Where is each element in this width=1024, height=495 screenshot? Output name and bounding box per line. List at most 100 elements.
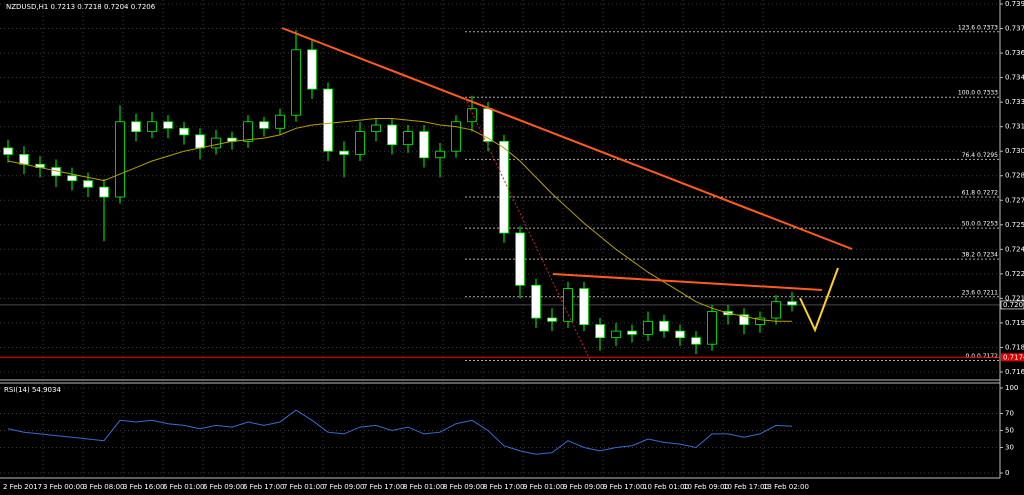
- candle-body: [339, 150, 349, 155]
- candle-body: [3, 147, 13, 155]
- candle-body: [307, 49, 317, 90]
- candle-body: [579, 288, 589, 325]
- support-marker: [1001, 353, 1024, 362]
- candle-body: [771, 301, 781, 319]
- candle-body: [467, 108, 477, 123]
- chart-title: NZDUSD,H1 0.7213 0.7218 0.7204 0.7206: [6, 3, 156, 11]
- candle-body: [67, 175, 77, 182]
- candle-body: [611, 330, 621, 339]
- y-tick-label: 0.7165: [1005, 368, 1024, 376]
- x-tick-label: 6 Feb 09:00: [203, 483, 244, 491]
- trendline: [281, 27, 853, 250]
- x-tick-label: 10 Feb 01:00: [643, 483, 689, 491]
- candle-body: [707, 311, 717, 345]
- x-tick-label: 6 Feb 17:00: [243, 483, 284, 491]
- fibonacci: 123.6 0.7373 100.0 0.7333 76.4 0.7295 61.8 …: [0, 24, 1000, 362]
- candle-body: [627, 330, 637, 335]
- candle-body: [403, 131, 413, 146]
- fib-label: 61.8 0.7272: [962, 189, 998, 196]
- y-tick-label: 0.7285: [1005, 172, 1024, 180]
- candle-body: [179, 127, 189, 136]
- candle-body: [499, 140, 509, 234]
- axes: [0, 0, 1001, 479]
- bid-label: 0.7206: [1003, 301, 1024, 309]
- trendline: [552, 273, 823, 291]
- candle-body: [595, 324, 605, 339]
- support-label: 0.7174: [1003, 353, 1024, 361]
- fib-label: 23.6 0.7211: [962, 289, 998, 296]
- candle-body: [163, 121, 173, 129]
- candle-body: [515, 232, 525, 286]
- x-tick-label: 8 Feb 09:00: [443, 483, 484, 491]
- candle-body: [115, 121, 125, 198]
- x-tick-label: 7 Feb 09:00: [323, 483, 364, 491]
- fib-label: 38.2 0.7234: [962, 252, 998, 259]
- rsi-line: [7, 409, 793, 455]
- candle-body: [451, 121, 461, 152]
- x-tick-label: 3 Feb 00:00: [43, 483, 84, 491]
- candle-body: [211, 137, 221, 149]
- fib-label: 0.0 0.7172: [966, 353, 999, 360]
- candle-body: [419, 131, 429, 159]
- candle-body: [531, 284, 541, 319]
- candle-body: [739, 314, 749, 325]
- projection: [799, 267, 839, 333]
- rsi-tick-label: 100: [1005, 384, 1018, 392]
- x-tick-label: 7 Feb 01:00: [283, 483, 324, 491]
- candle-body: [275, 114, 285, 129]
- candle-body: [371, 124, 381, 132]
- rsi-title: RSI(14) 54.9034: [4, 386, 61, 394]
- candle-body: [691, 337, 701, 345]
- fib-baseline: [464, 97, 591, 361]
- y-tick-label: 0.7345: [1005, 74, 1024, 82]
- candle-body: [659, 320, 669, 332]
- candle-body: [355, 131, 365, 155]
- y-tick-label: 0.7315: [1005, 123, 1024, 131]
- candle-body: [787, 301, 797, 306]
- candle-body: [147, 121, 157, 132]
- x-tick-label: 6 Feb 01:00: [163, 483, 204, 491]
- x-tick-label: 10 Feb 09:00: [683, 483, 729, 491]
- candle-body: [83, 180, 93, 188]
- x-tick-label: 3 Feb 08:00: [83, 483, 124, 491]
- candle-body: [291, 49, 301, 116]
- x-tick-label: 3 Feb 16:00: [123, 483, 164, 491]
- candle-body: [195, 134, 205, 149]
- fib-label: 50.0 0.7253: [962, 221, 998, 228]
- y-tick-label: 0.7255: [1005, 221, 1024, 229]
- candle-body: [563, 288, 573, 322]
- x-tick-label: 7 Feb 17:00: [363, 483, 404, 491]
- candle-body: [131, 121, 141, 132]
- candle-body: [435, 150, 445, 159]
- candle-body: [675, 330, 685, 339]
- rsi-tick-label: 30: [1005, 444, 1014, 452]
- rsi-tick-label: 70: [1005, 410, 1014, 418]
- rsi-tick-label: 0: [1005, 469, 1009, 477]
- candle-body: [243, 121, 253, 142]
- x-tick-label: 8 Feb 17:00: [483, 483, 524, 491]
- x-tick-label: 8 Feb 01:00: [403, 483, 444, 491]
- fib-label: 76.4 0.7295: [962, 152, 998, 159]
- fib-label: 100.0 0.7333: [958, 90, 998, 97]
- y-tick-label: 0.7195: [1005, 319, 1024, 327]
- candle-body: [387, 124, 397, 146]
- x-tick-label: 13 Feb 02:00: [763, 483, 809, 491]
- bid-marker: [1000, 300, 1024, 310]
- candle-body: [99, 186, 109, 198]
- candle-body: [643, 320, 653, 335]
- candle-body: [755, 317, 765, 325]
- x-tick-label: 2 Feb 2017: [3, 483, 42, 491]
- x-tick-label: 9 Feb 09:00: [563, 483, 604, 491]
- candle-body: [19, 154, 29, 165]
